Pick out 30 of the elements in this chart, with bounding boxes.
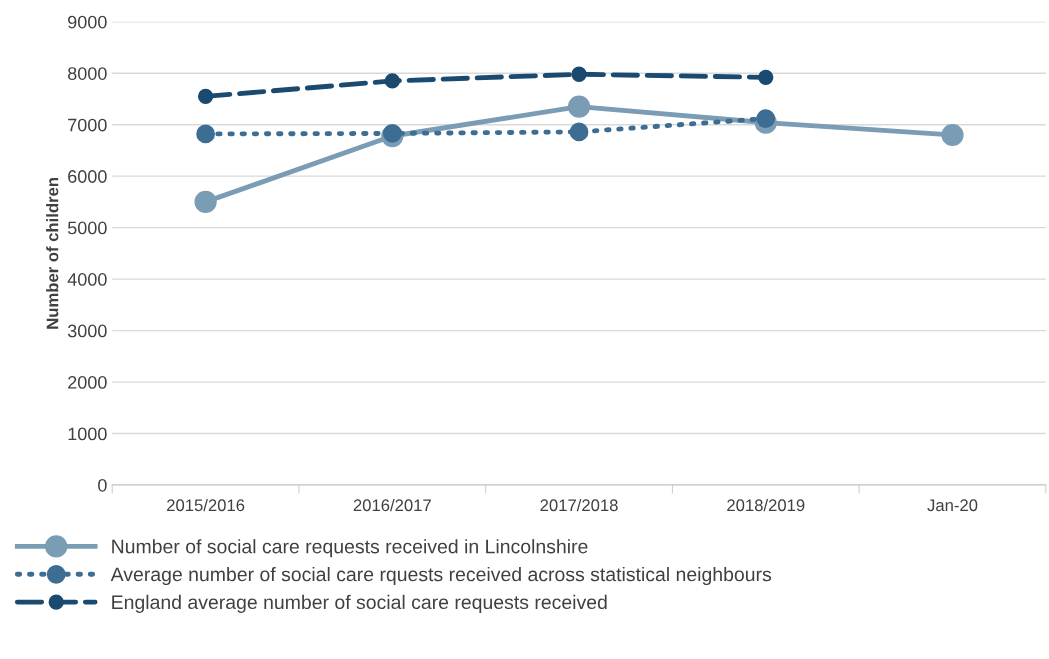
y-tick-label: 8000	[68, 67, 107, 80]
x-tick-label: 2016/2017	[353, 498, 431, 512]
point	[384, 73, 400, 89]
y-tick-label: 5000	[67, 221, 107, 235]
point	[194, 190, 217, 214]
x-tick-label: 2015/2016	[167, 498, 245, 512]
y-tick-label: 9000	[68, 15, 107, 29]
point	[567, 95, 591, 118]
point	[941, 123, 964, 147]
point	[197, 88, 214, 105]
point	[196, 124, 215, 144]
x-tick-label: 2018/2019	[727, 498, 805, 512]
y-axis-title: Number of children	[46, 178, 59, 329]
y-tick-label: 0	[98, 478, 107, 492]
point	[756, 109, 776, 128]
y-tick-label: 3000	[67, 324, 107, 338]
point	[571, 66, 587, 82]
legend-label: Average number of social care rquests received across statistical neighbours	[110, 566, 772, 586]
point	[569, 122, 589, 142]
y-tick-label: 1000	[68, 427, 107, 441]
legend-label: England average number of social care requests received	[112, 594, 607, 613]
point	[382, 124, 402, 143]
y-tick-label: 4000	[67, 273, 107, 286]
y-tick-label: 7000	[68, 118, 107, 132]
x-tick-label: 2017/2018	[540, 498, 618, 512]
x-tick-label: Jan-20	[927, 499, 978, 512]
y-tick-label: 6000	[68, 170, 107, 183]
legend-label: Number of social care requests received in Lincolnshire	[112, 539, 588, 558]
y-tick-label: 2000	[68, 376, 107, 389]
point	[758, 69, 774, 85]
